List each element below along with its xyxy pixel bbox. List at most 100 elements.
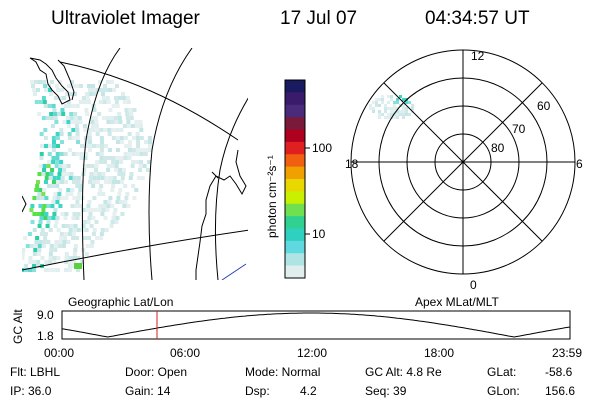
aurora-pixel [75, 184, 80, 188]
aurora-pixel [120, 92, 125, 96]
aurora-pixel [32, 252, 37, 256]
aurora-pixel [118, 120, 123, 124]
polar-aurora-pixel [378, 98, 381, 101]
aurora-pixel [112, 176, 117, 180]
aurora-pixel [49, 116, 54, 120]
polar-aurora-pixel [390, 110, 393, 113]
aurora-pixel [64, 260, 69, 264]
aurora-pixel [60, 108, 65, 112]
aurora-pixel [48, 92, 53, 96]
instrument-title: Ultraviolet Imager [51, 8, 200, 29]
polar-aurora-pixels [369, 95, 414, 119]
ip-info: IP: 36.0 [10, 384, 52, 398]
aurora-pixel [52, 260, 57, 264]
mlat-label-70: 70 [512, 122, 526, 136]
polar-aurora-pixel [396, 101, 399, 104]
aurora-pixel [92, 92, 97, 96]
aurora-pixel [108, 176, 113, 180]
aurora-pixel [51, 104, 56, 108]
polar-aurora-pixel [378, 116, 381, 119]
aurora-pixel [109, 224, 114, 228]
polar-aurora-pixel [384, 110, 387, 113]
aurora-pixel [50, 124, 55, 128]
aurora-pixel [36, 196, 41, 200]
polar-aurora-pixel [378, 110, 381, 113]
polar-aurora-pixel [381, 98, 384, 101]
aurora-pixel [136, 176, 141, 180]
aurora-pixel [147, 148, 152, 152]
aurora-pixel [48, 268, 53, 272]
aurora-pixel [51, 144, 56, 148]
altitude-curve [61, 312, 571, 338]
aurora-pixel [94, 168, 99, 172]
aurora-pixel [83, 144, 88, 148]
aurora-pixel [32, 212, 37, 216]
colorbar-tick-10: 10 [312, 227, 326, 241]
aurora-pixel [65, 192, 70, 196]
polar-aurora-pixel [411, 104, 414, 107]
colorbar-segment [285, 141, 305, 155]
aurora-pixel [28, 260, 33, 264]
aurora-pixel [104, 228, 109, 232]
polar-aurora-pixel [402, 107, 405, 110]
aurora-pixel [106, 80, 110, 84]
aurora-pixel [127, 156, 132, 160]
aurora-pixel [56, 228, 61, 232]
aurora-pixel [69, 224, 74, 228]
aurora-pixel [55, 156, 60, 160]
polar-aurora-pixel [405, 107, 408, 110]
aurora-pixel [35, 180, 40, 184]
polar-aurora-pixel [393, 113, 396, 116]
aurora-pixel [100, 212, 105, 216]
aurora-pixel [67, 148, 72, 152]
aurora-pixel [127, 140, 132, 144]
polar-aurora-pixel [387, 101, 390, 104]
seq-info: Seq: 39 [365, 384, 407, 398]
aurora-pixel [95, 152, 100, 156]
aurora-pixel [74, 120, 79, 124]
aurora-pixel [115, 156, 120, 160]
aurora-pixel [37, 244, 42, 248]
aurora-pixel [75, 216, 80, 220]
aurora-pixel [37, 224, 42, 228]
aurora-pixel [87, 180, 92, 184]
aurora-pixel [43, 232, 48, 236]
aurora-pixel [48, 176, 53, 180]
aurora-pixel [108, 196, 113, 200]
aurora-pixel [101, 172, 106, 176]
polar-aurora-pixel [402, 98, 405, 101]
aurora-pixel [99, 184, 104, 188]
aurora-pixel [120, 212, 125, 216]
aurora-pixel [61, 224, 66, 228]
aurora-pixel [44, 212, 49, 216]
aurora-pixel [76, 256, 81, 260]
aurora-pixel [69, 116, 74, 120]
aurora-pixel [49, 248, 54, 252]
aurora-pixel [100, 176, 105, 180]
aurora-pixel [105, 116, 110, 120]
aurora-pixel [76, 176, 81, 180]
aurora-pixel [78, 84, 83, 88]
polar-aurora-pixel [399, 110, 402, 113]
aurora-pixel [74, 84, 79, 88]
aurora-pixel [111, 184, 116, 188]
aurora-pixel [88, 212, 93, 216]
aurora-pixel [72, 92, 77, 96]
polar-aurora-pixel [393, 104, 396, 107]
aurora-pixel [67, 232, 72, 236]
aurora-pixel [59, 140, 64, 144]
aurora-pixel [106, 168, 111, 172]
aurora-pixel [132, 108, 137, 112]
aurora-pixel [107, 180, 112, 184]
aurora-pixel [67, 136, 72, 140]
aurora-pixel [103, 216, 108, 220]
aurora-pixel [33, 248, 38, 252]
aurora-pixel [113, 208, 118, 212]
aurora-pixel [123, 136, 128, 140]
xtick-1800: 18:00 [424, 346, 455, 360]
aurora-pixel [88, 176, 93, 180]
aurora-pixel [46, 204, 51, 208]
aurora-pixel [99, 152, 104, 156]
flt-info: Flt: LBHL [10, 365, 61, 379]
